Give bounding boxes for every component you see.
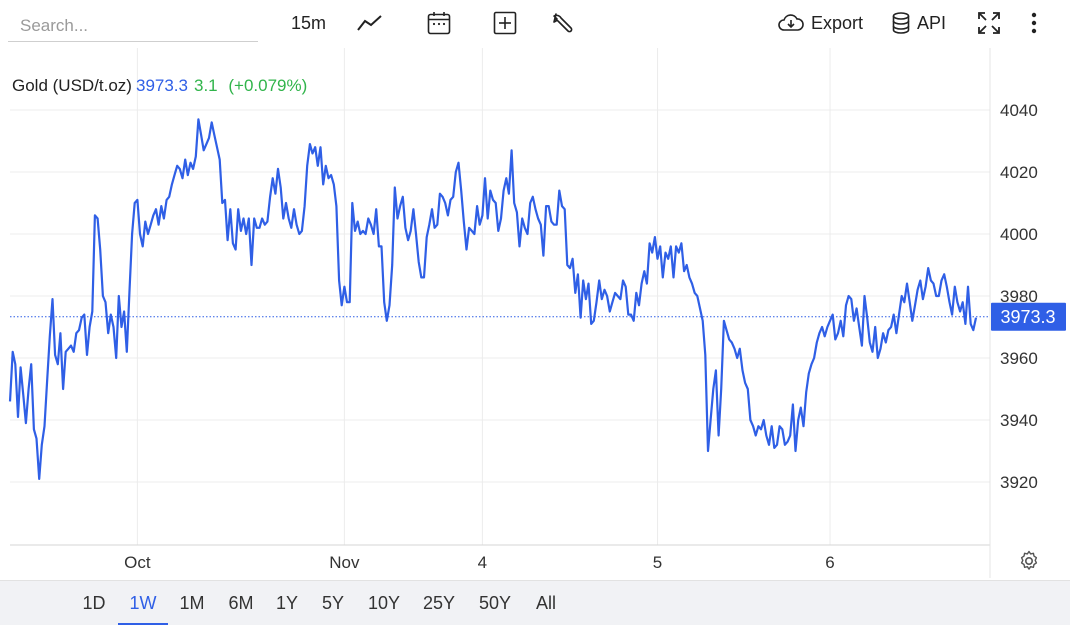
range-50y[interactable]: 50Y	[478, 593, 512, 613]
interval-label: 15m	[291, 12, 327, 33]
range-25y[interactable]: 25Y	[422, 593, 456, 613]
x-tick-label: 5	[653, 553, 662, 572]
range-1w[interactable]: 1W	[118, 581, 168, 625]
last-price-badge: 3973.3	[991, 302, 1066, 331]
toolbar: 15m Export	[0, 0, 1070, 48]
range-all[interactable]: All	[535, 593, 556, 613]
chart-type-button[interactable]	[356, 8, 384, 38]
more-vertical-icon	[1031, 12, 1037, 34]
range-1m[interactable]: 1M	[179, 593, 205, 613]
chart-legend: Gold (USD/t.oz) 3973.3 3.1 (+0.079%)	[12, 76, 307, 96]
y-tick-label: 3960	[1000, 349, 1038, 368]
x-tick-label: 4	[478, 553, 487, 572]
x-tick-label: 6	[825, 553, 834, 572]
add-indicator-icon	[493, 11, 517, 35]
y-tick-label: 4000	[1000, 225, 1038, 244]
y-tick-label: 4040	[1000, 101, 1038, 120]
date-range-button[interactable]	[426, 8, 452, 38]
chart-settings-button[interactable]	[1018, 550, 1040, 577]
legend-price: 3973.3	[135, 76, 188, 95]
legend-symbol: Gold (USD/t.oz)	[12, 76, 132, 95]
legend-change: 3.1	[193, 76, 218, 95]
range-1y[interactable]: 1Y	[275, 593, 299, 613]
calendar-icon	[427, 12, 451, 35]
y-tick-label: 3920	[1000, 473, 1038, 492]
export-button[interactable]: Export	[777, 8, 863, 38]
database-icon	[892, 12, 910, 34]
api-label: API	[917, 12, 947, 33]
cloud-download-icon	[778, 14, 804, 31]
y-tick-label: 4020	[1000, 163, 1038, 182]
export-label: Export	[811, 12, 864, 33]
api-button[interactable]: API	[891, 8, 946, 38]
range-6m[interactable]: 6M	[228, 593, 254, 613]
range-selector: 1D 1W 1M 6M 1Y 5Y 10Y 25Y 50Y All	[0, 580, 1070, 625]
gear-icon	[1020, 550, 1038, 570]
y-tick-label: 3980	[1000, 287, 1038, 306]
x-tick-label: Nov	[329, 553, 360, 572]
price-chart[interactable]: 3920 3940 3960 3980 4000 4020 4040 Oct Nov 4 5 6 3…	[0, 0, 1070, 580]
more-button[interactable]	[1028, 8, 1040, 38]
settings-tools-button[interactable]	[550, 8, 576, 38]
y-tick-label: 3940	[1000, 411, 1038, 430]
search-input[interactable]	[8, 10, 258, 42]
x-tick-label: Oct	[124, 553, 151, 572]
fullscreen-button[interactable]	[976, 8, 1002, 38]
legend-change-percent: (+0.079%)	[228, 76, 308, 95]
add-indicator-button[interactable]	[492, 8, 518, 38]
line-chart-icon	[357, 15, 382, 31]
range-5y[interactable]: 5Y	[321, 593, 345, 613]
range-10y[interactable]: 10Y	[367, 593, 401, 613]
wrench-icon	[553, 13, 573, 33]
last-price-label: 3973.3	[1000, 307, 1055, 327]
fullscreen-icon	[978, 12, 1000, 34]
interval-button[interactable]: 15m	[291, 8, 326, 38]
price-line	[8, 118, 978, 480]
range-1d[interactable]: 1D	[82, 593, 106, 613]
